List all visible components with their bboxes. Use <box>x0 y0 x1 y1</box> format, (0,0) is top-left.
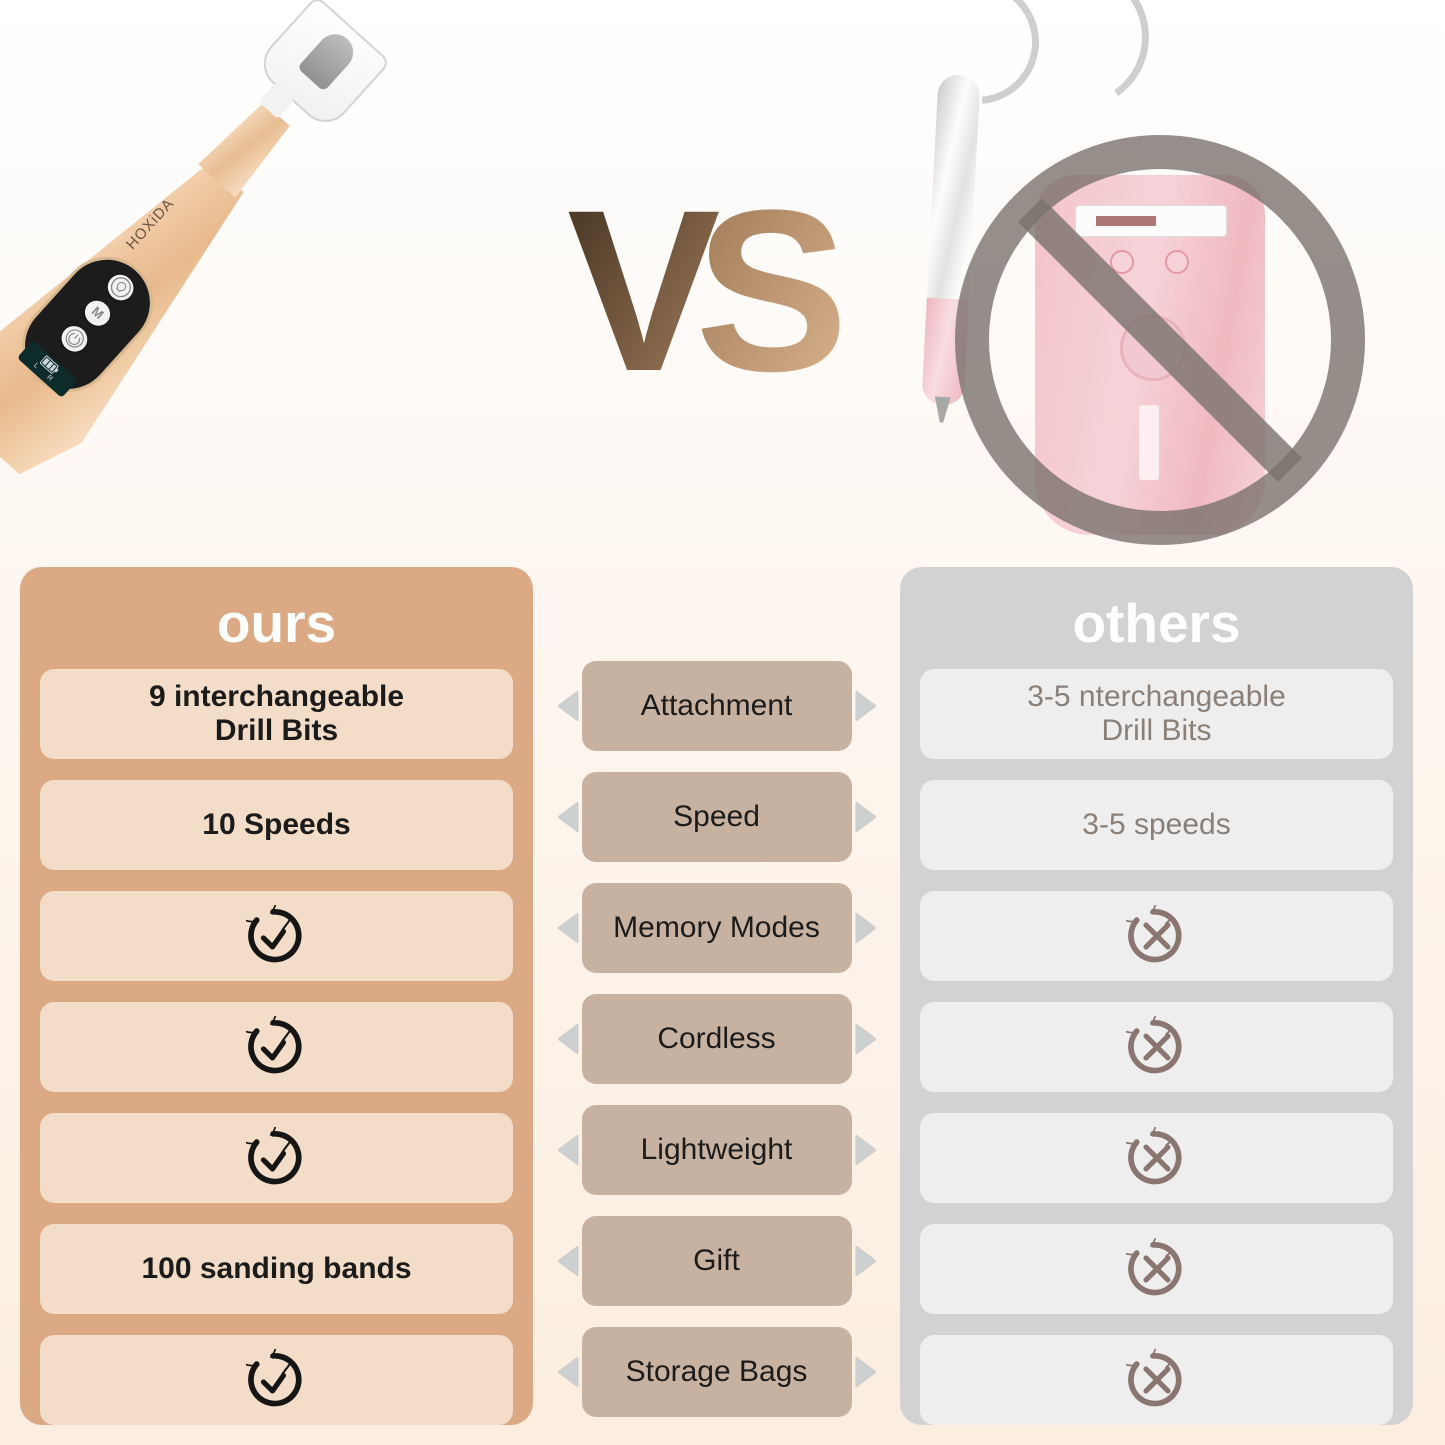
svg-text:S: S <box>695 162 848 419</box>
